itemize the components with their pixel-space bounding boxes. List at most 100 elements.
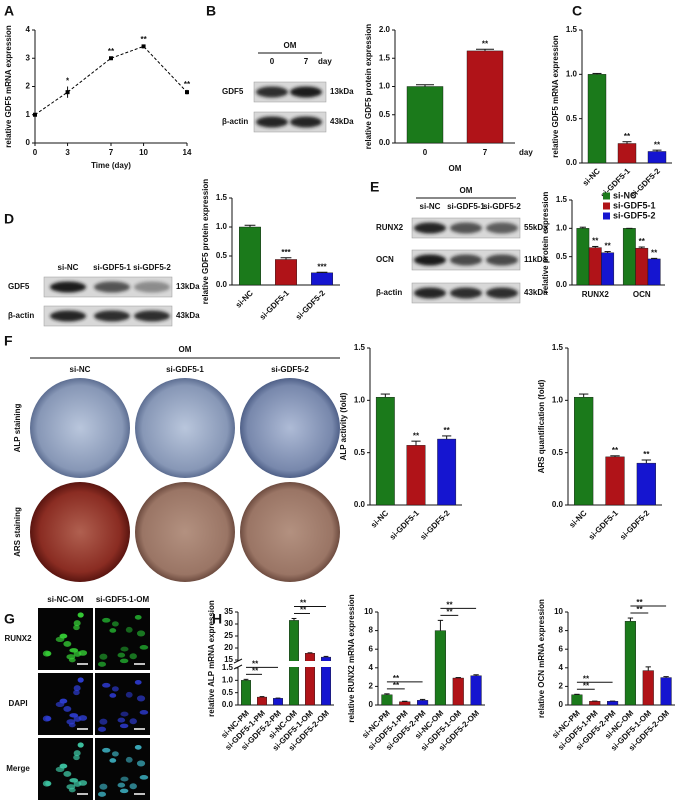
legend-swatch (603, 202, 610, 210)
bar (587, 74, 607, 164)
panel-letter: F (4, 333, 13, 349)
cell-nucleus (99, 653, 108, 660)
staining-column-label: si-GDF5-2 (271, 365, 309, 374)
legend-label: si-GDF5-1 (613, 200, 656, 210)
significance-label: ** (444, 426, 451, 435)
y-tick-label: 0.0 (556, 280, 568, 289)
cell-nucleus (136, 695, 146, 702)
cell-nucleus (109, 628, 117, 633)
culture-plate (135, 378, 235, 478)
x-tick-label: 0 (33, 148, 38, 157)
y-tick-label: 1.0 (552, 395, 564, 404)
panel-letter: C (572, 3, 582, 19)
x-tick-label: 7 (109, 148, 114, 157)
y-axis-label: relative RUNX2 mRNA expression (347, 594, 356, 722)
bar (588, 247, 602, 286)
blot-group-label: OM (284, 41, 297, 50)
cell-nucleus (73, 620, 81, 627)
significance-label: ** (583, 674, 590, 683)
cell-nucleus (125, 756, 133, 763)
bar (238, 226, 261, 286)
bar (434, 630, 446, 706)
blot-lane-unit: day (318, 57, 332, 66)
y-tick-label: 1.0 (354, 395, 366, 404)
cell-nucleus (120, 776, 129, 782)
blot-band (450, 287, 482, 299)
cell-nucleus (111, 621, 119, 627)
y-tick-label: 1.0 (216, 222, 228, 231)
cell-nucleus (111, 751, 119, 757)
blot-lane-label: si-GDF5-2 (483, 202, 521, 211)
bar (257, 696, 268, 706)
x-tick-label: 14 (183, 148, 192, 157)
bar (466, 50, 504, 144)
cell-nucleus (111, 686, 119, 692)
cell-nucleus (78, 650, 88, 656)
axis-break-mark (233, 658, 243, 664)
y-tick-label: 4 (559, 663, 564, 672)
y-tick-label: 1.5 (379, 53, 391, 62)
y-tick-label: 0.5 (566, 114, 578, 123)
y-tick-label: 6 (369, 644, 374, 653)
panel-letter: G (4, 611, 15, 627)
panel-letter: D (4, 211, 14, 227)
y-tick-label: 0.5 (222, 688, 234, 697)
y-tick-label: 1.5 (222, 663, 234, 672)
blot-size-label: 43kDa (524, 288, 548, 297)
cell-nucleus (120, 646, 129, 652)
bar (589, 701, 601, 706)
blot-band (290, 86, 322, 98)
cell-nucleus (73, 689, 80, 696)
staining-column-label: si-GDF5-1 (166, 365, 204, 374)
blot-band (94, 281, 130, 293)
y-tick-label: 1.5 (216, 193, 228, 202)
cell-nucleus (139, 775, 149, 780)
blot-row-label: GDF5 (8, 282, 30, 291)
blot-size-label: 13kDa (176, 282, 200, 291)
significance-label: ** (651, 248, 658, 257)
cell-nucleus (102, 682, 111, 688)
y-axis-label: relative protein expression (541, 191, 550, 293)
micrograph (38, 673, 93, 735)
culture-plate (30, 482, 130, 582)
cell-nucleus (77, 742, 84, 748)
cell-nucleus (134, 744, 142, 750)
cell-nucleus (73, 754, 80, 761)
cell-nucleus (117, 782, 126, 788)
significance-label: ** (300, 606, 307, 615)
bar (660, 677, 672, 706)
y-tick-label: 1 (26, 110, 31, 119)
y-tick-label: 0.5 (552, 448, 564, 457)
y-tick-label: 30 (224, 619, 233, 628)
bar (452, 677, 464, 706)
bar (601, 252, 615, 286)
y-tick-label: 1.0 (379, 82, 391, 91)
significance-label: ** (482, 39, 489, 48)
cell-nucleus (73, 685, 81, 692)
x-tick-label: 3 (65, 148, 70, 157)
y-axis-label: ARS quantification (fold) (537, 379, 546, 473)
cell-nucleus (69, 778, 79, 783)
y-tick-label: 0.0 (566, 158, 578, 167)
bar (605, 456, 625, 506)
cell-nucleus (69, 713, 79, 718)
cell-nucleus (139, 645, 149, 650)
blot-lane-label: 7 (304, 57, 309, 66)
bar (417, 700, 429, 706)
bar (624, 621, 636, 706)
legend-swatch (603, 192, 610, 200)
cell-nucleus (119, 723, 129, 729)
y-tick-label: 10 (364, 607, 373, 616)
cell-nucleus (97, 726, 107, 732)
bar (470, 675, 482, 706)
bar (571, 694, 583, 706)
y-tick-label: 20 (224, 643, 233, 652)
data-point (65, 90, 70, 95)
image-row-label: RUNX2 (4, 634, 32, 643)
blot-band (486, 222, 518, 234)
cell-nucleus (102, 747, 111, 753)
y-tick-label: 10 (554, 607, 563, 616)
culture-plate (30, 378, 130, 478)
blot-row-label: OCN (376, 255, 394, 264)
cell-nucleus (77, 612, 84, 618)
